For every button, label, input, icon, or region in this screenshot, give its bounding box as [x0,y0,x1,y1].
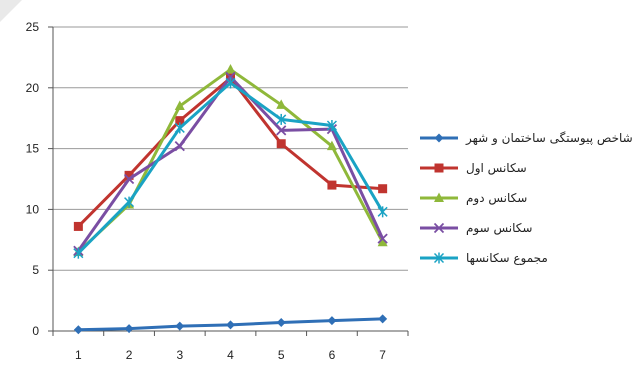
series-5 [73,77,388,259]
data-point [175,321,185,331]
data-point [226,320,235,330]
legend-marker [433,222,445,234]
x-tick-label: 5 [278,348,285,362]
data-point [174,122,185,134]
data-point [326,140,337,151]
data-point [276,99,287,109]
legend-label: سکانس دوم [466,191,527,206]
data-point [276,139,286,149]
y-tick-label: 0 [32,324,39,338]
series-line [77,81,384,255]
data-point [276,317,286,327]
legend: شاخص پیوستگی ساختمان و شهر سکانس اول سکانس… [420,131,632,266]
legend-marker [434,192,444,202]
data-point [73,221,83,231]
y-tick-label: 25 [26,20,40,34]
legend-item: سکانس سوم [420,221,532,236]
data-point [378,314,388,324]
data-point [174,141,185,152]
data-point [377,206,388,218]
series-1 [73,314,388,335]
y-tick-label: 15 [26,142,40,156]
legend-item: سکانس دوم [420,191,527,206]
legend-marker [434,163,444,173]
series-group [73,64,388,335]
data-point [378,184,388,194]
legend-marker [434,133,444,143]
data-point [123,173,135,185]
x-tick-label: 2 [126,348,133,362]
y-tick-label: 5 [32,263,39,277]
series-2 [73,73,388,231]
y-tick-label: 20 [26,81,40,95]
data-point [124,170,134,180]
series-line [77,75,385,252]
series-line [77,76,383,228]
data-point [175,116,185,126]
legend-item: شاخص پیوستگی ساختمان و شهر [420,131,632,146]
data-point [124,196,135,208]
series-line [77,68,384,254]
series-3 [73,64,388,256]
axes [48,26,409,336]
legend-item: سکانس اول [420,161,527,176]
legend-label: مجموع سکانسها [466,251,548,266]
y-tick-label: 10 [26,202,40,216]
grid-lines [53,26,408,271]
page-corner-fold [0,0,22,22]
data-point [276,113,287,125]
data-point [326,119,337,131]
data-point [327,316,337,326]
legend-label: سکانس اول [466,161,527,176]
x-tick-label: 3 [176,348,183,362]
data-point [225,64,236,74]
legend-label: شاخص پیوستگی ساختمان و شهر [465,131,632,146]
legend-label: سکانس سوم [466,221,532,236]
data-point [377,236,388,247]
data-point [276,125,287,136]
data-point [225,77,236,89]
legend-item: مجموع سکانسها [420,251,548,266]
data-point [377,233,388,244]
x-tick-label: 4 [227,348,234,362]
x-tick-label: 6 [329,348,336,362]
x-tick-labels: 1 2 3 4 5 6 7 [75,348,386,362]
data-point [174,100,185,111]
data-point [73,247,84,259]
legend-marker [433,252,445,264]
x-tick-label: 1 [75,348,82,362]
data-point [124,324,134,334]
y-tick-labels: 0 5 10 15 20 25 [26,20,40,338]
data-point [73,325,83,335]
data-point [327,180,337,190]
x-tick-label: 7 [379,348,386,362]
